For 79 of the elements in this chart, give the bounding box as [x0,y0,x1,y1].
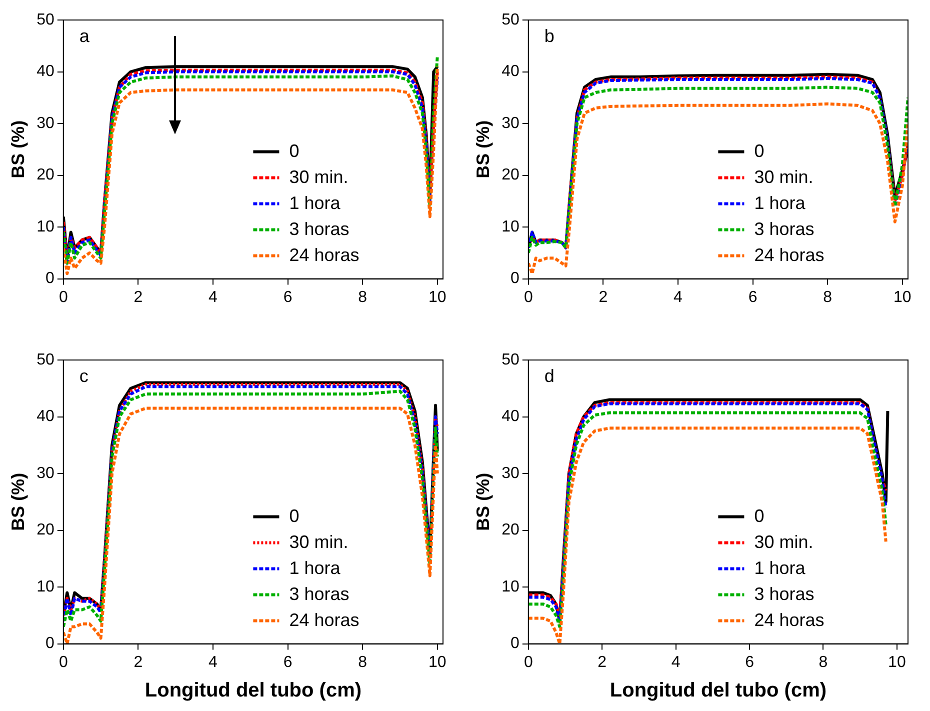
x-tick-label: 10 [428,654,446,671]
legend-label: 24 horas [289,610,360,630]
x-tick-label: 2 [598,288,608,306]
y-tick-label: 20 [36,166,54,184]
x-tick-label: 4 [208,288,218,306]
y-tick-label: 20 [502,522,520,539]
legend-label: 0 [289,506,300,526]
annotation: d [544,366,554,386]
x-axis-title: Longitud del tubo (cm) [610,680,827,702]
legend-label: 24 horas [754,244,824,265]
x-tick-label: 2 [134,654,143,671]
y-tick-label: 0 [510,635,520,652]
y-tick-label: 20 [36,522,54,539]
legend-label: 1 hora [754,192,806,213]
y-tick-label: 10 [502,578,520,596]
y-tick-label: 40 [502,408,520,426]
x-tick-label: 6 [283,654,292,671]
x-tick-label: 2 [134,288,143,306]
y-tick-label: 0 [45,635,54,652]
x-tick-label: 2 [598,654,607,671]
x-tick-label: 8 [358,654,368,671]
x-tick-label: 8 [818,654,828,671]
x-tick-label: 6 [745,654,754,671]
y-tick-label: 40 [502,63,520,80]
x-tick-label: 4 [671,654,680,671]
x-tick-label: 6 [748,288,758,306]
x-tick-label: 0 [524,288,533,306]
legend-label: 30 min. [754,532,814,552]
y-tick-label: 20 [502,166,520,184]
x-tick-label: 10 [893,288,912,306]
legend-label: 24 horas [289,244,360,265]
y-axis-title: BS (%) [8,472,28,531]
y-axis-title: BS (%) [8,120,28,178]
y-tick-label: 30 [36,114,54,132]
y-tick-label: 30 [502,464,520,482]
x-tick-label: 0 [58,288,68,306]
x-tick-label: 0 [58,654,68,671]
x-tick-label: 6 [283,288,292,306]
legend-label: 1 hora [754,558,806,578]
y-tick-label: 40 [36,408,54,426]
y-tick-label: 10 [502,218,520,236]
y-tick-label: 0 [45,270,54,288]
legend-label: 3 horas [289,218,350,239]
y-tick-label: 40 [36,63,54,80]
x-tick-label: 4 [208,654,218,671]
legend-label: 0 [754,140,764,161]
legend-label: 30 min. [289,166,348,187]
line-series [528,102,908,276]
annotation: c [79,366,88,386]
legend-label: 3 horas [754,218,814,239]
y-tick-label: 50 [36,11,54,28]
legend-label: 1 hora [289,558,342,578]
y-tick-label: 10 [36,218,54,236]
legend-label: 0 [754,506,764,526]
x-tick-label: 8 [823,288,832,306]
x-tick-label: 10 [888,654,906,671]
x-tick-label: 4 [674,288,683,306]
legend-label: 3 horas [754,584,814,604]
legend-label: 1 hora [289,192,342,213]
x-axis-title: Longitud del tubo (cm) [144,680,362,702]
y-tick-label: 50 [502,11,520,28]
x-tick-label: 10 [428,288,446,306]
legend-label: 0 [289,140,300,161]
y-tick-label: 50 [36,351,54,368]
legend-label: 30 min. [754,166,814,187]
y-tick-label: 0 [510,270,520,288]
legend-label: 30 min. [289,532,348,552]
annotation: a [79,26,90,46]
annotation: b [544,26,554,46]
x-tick-label: 0 [524,654,533,671]
y-axis-title: BS (%) [472,472,493,531]
y-tick-label: 30 [36,464,54,482]
x-tick-label: 8 [358,288,368,306]
y-tick-label: 10 [36,578,54,596]
y-tick-label: 30 [502,114,520,132]
y-tick-label: 50 [502,351,520,368]
legend-label: 3 horas [289,584,350,604]
legend-label: 24 horas [754,610,824,630]
y-axis-title: BS (%) [472,120,493,178]
